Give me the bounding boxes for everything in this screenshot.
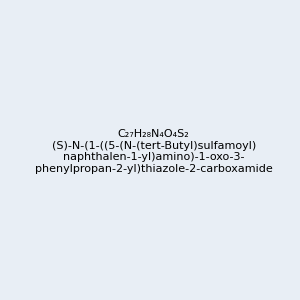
Text: C₂₇H₂₈N₄O₄S₂
(S)-N-(1-((5-(N-(tert-Butyl)sulfamoyl)
naphthalen-1-yl)amino)-1-oxo: C₂₇H₂₈N₄O₄S₂ (S)-N-(1-((5-(N-(tert-Butyl… xyxy=(35,129,273,174)
